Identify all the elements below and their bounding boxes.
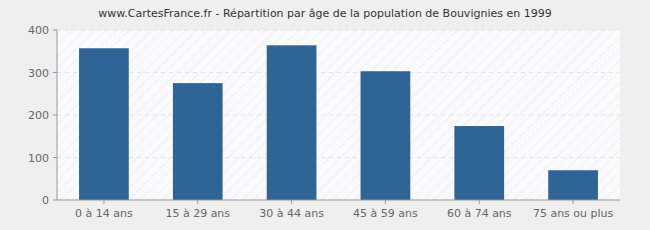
chart-svg: www.CartesFrance.fr - Répartition par âg… (0, 0, 650, 230)
y-tick (53, 30, 57, 31)
x-tick-label: 45 à 59 ans (353, 207, 418, 220)
background (0, 0, 650, 230)
y-tick-label: 200 (28, 109, 49, 122)
bar (173, 83, 223, 200)
x-tick-label: 75 ans ou plus (533, 207, 614, 220)
bar (548, 170, 598, 200)
x-tick-label: 0 à 14 ans (75, 207, 133, 220)
y-tick (53, 157, 57, 158)
x-tick-label: 15 à 29 ans (165, 207, 230, 220)
y-tick-label: 300 (28, 67, 49, 80)
y-tick-label: 0 (42, 194, 49, 207)
plot-area (57, 30, 620, 200)
x-tick-label: 60 à 74 ans (447, 207, 512, 220)
bar (454, 126, 504, 200)
x-axis (57, 200, 620, 201)
y-tick-label: 100 (28, 152, 49, 165)
y-tick-label: 400 (28, 24, 49, 37)
x-tick-label: 30 à 44 ans (259, 207, 324, 220)
title: www.CartesFrance.fr - Répartition par âg… (98, 7, 551, 20)
x-tick (385, 200, 386, 204)
bar (361, 71, 411, 200)
grid-line (57, 30, 620, 31)
bar (267, 45, 317, 200)
bar (79, 48, 129, 200)
grid-line (57, 200, 620, 201)
grid-line (57, 115, 620, 116)
x-tick (479, 200, 480, 204)
x-tick (197, 200, 198, 204)
grid-line (57, 157, 620, 158)
y-tick (53, 200, 57, 201)
y-tick (53, 115, 57, 116)
chart-container: www.CartesFrance.fr - Répartition par âg… (0, 0, 650, 230)
y-tick (53, 72, 57, 73)
x-tick (291, 200, 292, 204)
bars (79, 45, 598, 200)
y-axis (57, 30, 58, 200)
x-tick (103, 200, 104, 204)
grid-line (57, 72, 620, 73)
x-tick (573, 200, 574, 204)
